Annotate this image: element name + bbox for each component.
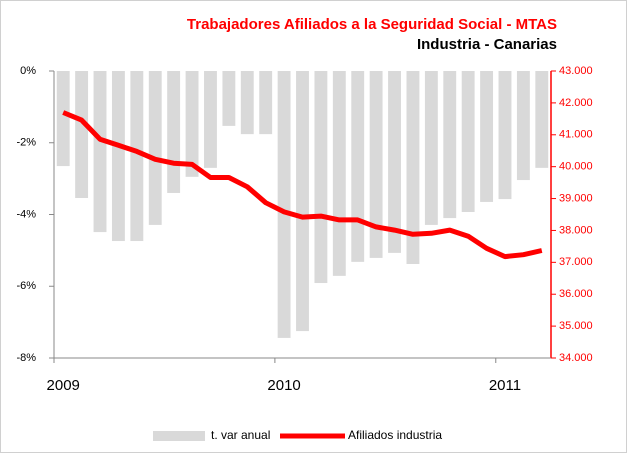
line-series — [62, 110, 543, 260]
bar — [75, 71, 89, 198]
bar — [424, 71, 438, 225]
x-tick-label: 2011 — [489, 377, 521, 394]
bar — [222, 71, 236, 126]
bar — [296, 71, 309, 332]
y-tick-label: -2% — [16, 137, 36, 149]
bar — [185, 71, 199, 177]
y-tick-label: 0% — [20, 65, 36, 77]
bar — [148, 71, 162, 225]
y-tick-label: -8% — [16, 352, 36, 364]
x-tick-label: 2009 — [47, 377, 80, 394]
bar — [332, 71, 346, 276]
bar — [167, 71, 181, 193]
bar — [93, 71, 107, 233]
y2-tick-label: 35.000 — [559, 320, 593, 332]
y2-tick-label: 39.000 — [559, 192, 593, 204]
bar — [388, 71, 401, 253]
chart-title: Trabajadores Afiliados a la Seguridad So… — [187, 16, 557, 33]
bar — [443, 71, 457, 219]
bar — [240, 71, 254, 135]
y2-tick-label: 38.000 — [559, 224, 593, 236]
y2-tick-label: 42.000 — [559, 97, 593, 109]
y-tick-label: -6% — [16, 280, 36, 292]
y2-tick-label: 41.000 — [559, 129, 593, 141]
bar — [314, 71, 328, 284]
chart-subtitle: Industria - Canarias — [417, 36, 557, 53]
legend-label: t. var anual — [211, 428, 270, 442]
legend-swatch — [153, 431, 205, 441]
bar — [369, 71, 383, 258]
bar — [406, 71, 420, 265]
bar — [56, 71, 70, 167]
bar — [111, 71, 125, 242]
y-tick-label: -4% — [16, 208, 36, 220]
bar — [535, 71, 549, 168]
y2-tick-label: 40.000 — [559, 161, 593, 173]
x-tick-label: 2010 — [267, 377, 300, 394]
bar — [351, 71, 365, 262]
legend-label: Afiliados industria — [348, 428, 442, 442]
bar — [480, 71, 494, 202]
y2-tick-label: 43.000 — [559, 65, 593, 77]
bar — [204, 71, 217, 168]
bar — [259, 71, 273, 135]
y2-tick-label: 37.000 — [559, 256, 593, 268]
bar — [277, 71, 291, 338]
y2-tick-label: 34.000 — [559, 352, 593, 364]
bar — [461, 71, 475, 212]
y2-tick-label: 36.000 — [559, 288, 593, 300]
bar — [130, 71, 144, 242]
bar — [516, 71, 530, 181]
bar — [498, 71, 512, 200]
